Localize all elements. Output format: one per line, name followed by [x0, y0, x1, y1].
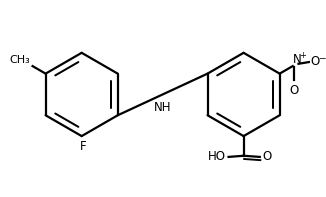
Text: NH: NH	[154, 101, 171, 114]
Text: O: O	[289, 84, 299, 97]
Text: −: −	[318, 53, 325, 62]
Text: O: O	[311, 55, 320, 68]
Text: CH₃: CH₃	[9, 55, 30, 65]
Text: HO: HO	[208, 150, 226, 163]
Text: O: O	[263, 150, 272, 163]
Text: N: N	[293, 53, 302, 66]
Text: F: F	[80, 139, 86, 152]
Text: +: +	[299, 51, 306, 60]
